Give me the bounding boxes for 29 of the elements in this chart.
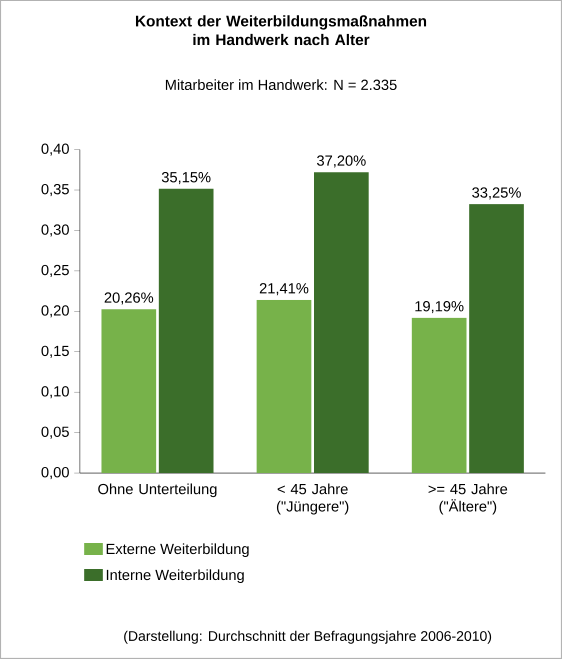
data-label: 20,26% (104, 292, 154, 305)
y-tick-label: 0,15 (42, 346, 69, 358)
data-label: 33,25% (472, 187, 521, 200)
chart-title: Kontext der Weiterbildungsmaßnahmen im Handwerk nach Alter (136, 15, 426, 46)
x-tick-label: < 45 Jahre ("Jüngere") (276, 483, 348, 514)
data-label: 19,19% (415, 301, 464, 314)
bar (256, 300, 312, 474)
bar (314, 172, 369, 474)
y-tick-label: 0,25 (42, 264, 69, 277)
y-tick-label: 0,00 (42, 467, 69, 480)
data-label: 21,41% (260, 283, 308, 296)
bar (469, 204, 524, 474)
legend-label: Externe Weiterbildung (106, 543, 249, 558)
bar (158, 188, 214, 474)
data-label: 35,15% (162, 172, 211, 184)
y-tick-label: 0,40 (42, 144, 69, 156)
legend-label: Interne Weiterbildung (106, 569, 244, 583)
data-label: 37,20% (317, 155, 366, 168)
chart-subtitle: Mitarbeiter im Handwerk: N = 2.335 (166, 79, 397, 90)
x-tick-label: >= 45 Jahre ("Ältere") (428, 483, 508, 514)
y-tick-label: 0,35 (42, 184, 69, 196)
text: (Darstellung: Durchschnitt der Befragungsjahre 2006-2010) (124, 630, 492, 644)
x-tick-label: Ohne Unterteilung (98, 483, 216, 498)
bar (101, 309, 156, 474)
y-tick-label: 0,10 (42, 386, 69, 398)
y-tick-label: 0,05 (42, 426, 69, 439)
y-tick-label: 0,30 (42, 224, 69, 237)
bar (412, 318, 467, 474)
y-tick-label: 0,20 (42, 305, 69, 318)
